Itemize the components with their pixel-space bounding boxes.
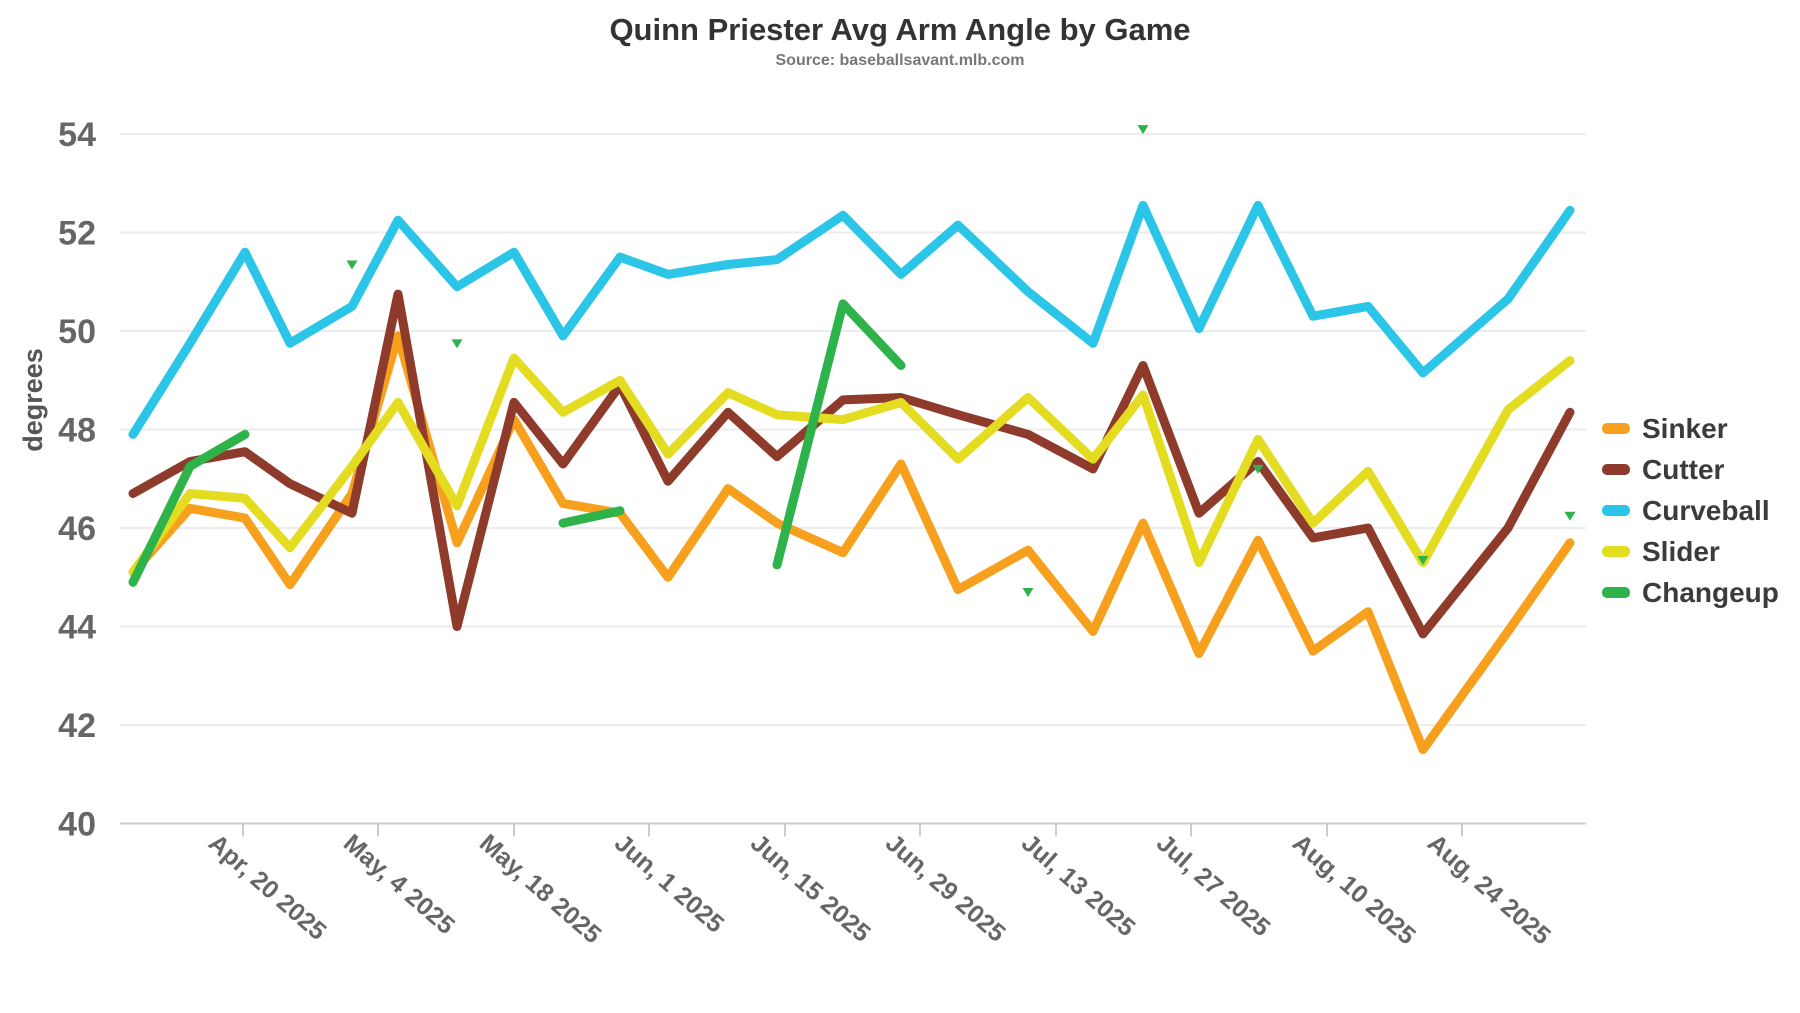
x-tick-label: Jul, 13 2025 — [1016, 829, 1140, 942]
legend-label: Changeup — [1642, 576, 1779, 608]
y-tick-label: 48 — [58, 412, 96, 450]
x-tick-label: Aug, 10 2025 — [1287, 829, 1421, 950]
y-axis-title: degrees — [18, 348, 48, 452]
marker-changeup — [1417, 556, 1429, 566]
series-line-curveball — [128, 200, 1575, 439]
legend-item-curveball: Curveball — [1602, 490, 1779, 531]
y-tick-label: 46 — [58, 510, 96, 548]
series-line-changeup — [128, 429, 250, 587]
chart-subtitle: Source: baseballsavant.mlb.com — [775, 52, 1025, 69]
legend: Sinker Cutter Curveball Slider Changeup — [1602, 408, 1779, 613]
y-tick-label: 44 — [58, 609, 96, 647]
legend-label: Sinker — [1642, 412, 1728, 444]
y-tick-label: 54 — [58, 116, 96, 154]
marker-changeup — [1022, 588, 1034, 598]
legend-swatch-cutter — [1602, 464, 1630, 475]
chart-title: Quinn Priester Avg Arm Angle by Game — [609, 12, 1191, 47]
legend-swatch-slider — [1602, 546, 1630, 557]
y-tick-label: 40 — [58, 806, 96, 844]
y-tick-label: 52 — [58, 215, 96, 253]
series-line-changeup — [772, 299, 906, 570]
x-tick-label: May, 18 2025 — [474, 829, 606, 949]
y-tick-label: 50 — [58, 313, 96, 351]
x-tick-label: Jun, 15 2025 — [745, 829, 876, 948]
x-tick-label: Jun, 29 2025 — [880, 829, 1011, 948]
legend-item-sinker: Sinker — [1602, 408, 1779, 449]
legend-item-slider: Slider — [1602, 531, 1779, 572]
x-tick-label: May, 4 2025 — [338, 829, 460, 940]
legend-label: Slider — [1642, 535, 1720, 567]
marker-changeup — [1252, 464, 1264, 474]
x-tick-label: Aug, 24 2025 — [1422, 829, 1556, 950]
legend-swatch-changeup — [1602, 587, 1630, 598]
marker-changeup — [451, 339, 463, 349]
legend-item-cutter: Cutter — [1602, 449, 1779, 490]
x-tick-label: Jul, 27 2025 — [1151, 829, 1275, 942]
x-tick-label: Jun, 1 2025 — [609, 829, 729, 939]
marker-changeup — [346, 260, 358, 270]
marker-changeup — [1564, 511, 1576, 521]
legend-label: Curveball — [1642, 494, 1770, 526]
y-tick-label: 42 — [58, 707, 96, 745]
legend-swatch-curveball — [1602, 505, 1630, 516]
legend-swatch-sinker — [1602, 423, 1630, 434]
marker-changeup — [1137, 125, 1149, 135]
x-tick-label: Apr, 20 2025 — [203, 829, 332, 946]
series-line-changeup — [558, 506, 625, 528]
legend-item-changeup: Changeup — [1602, 572, 1779, 613]
legend-label: Cutter — [1642, 453, 1725, 485]
